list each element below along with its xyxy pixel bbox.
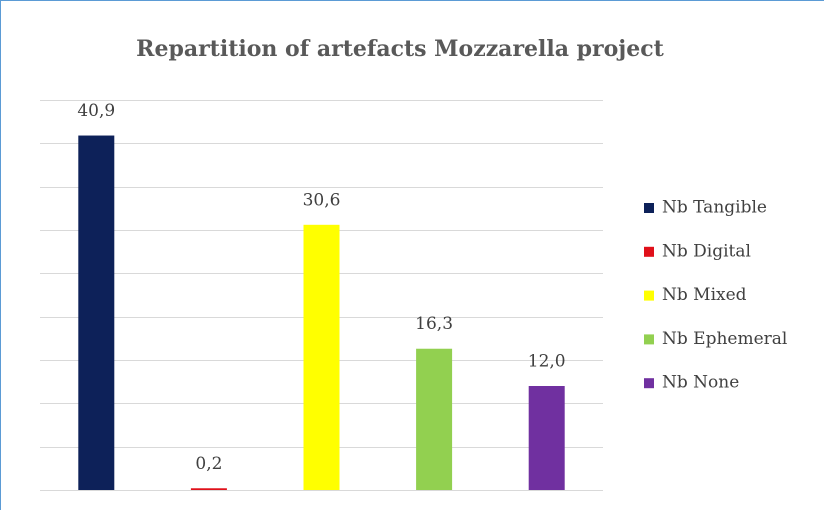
bar — [303, 224, 340, 491]
data-label: 16,3 — [415, 314, 453, 334]
legend-label: Nb Digital — [662, 241, 751, 261]
bar — [528, 386, 565, 490]
legend-swatch — [644, 334, 654, 345]
data-label: 30,6 — [303, 190, 341, 210]
legend-swatch — [644, 203, 654, 213]
legend-label: Nb None — [662, 373, 739, 393]
legend-swatch — [644, 378, 654, 389]
data-label: 0,2 — [195, 454, 222, 474]
chart-title: Repartition of artefacts Mozzarella proj… — [136, 36, 664, 62]
legend-label: Nb Tangible — [662, 198, 767, 218]
legend-label: Nb Ephemeral — [662, 329, 787, 349]
legend-label: Nb Mixed — [662, 285, 747, 305]
legend-swatch — [644, 290, 654, 301]
bar — [78, 135, 115, 491]
data-label: 12,0 — [528, 352, 566, 372]
data-label: 40,9 — [77, 101, 115, 121]
legend-swatch — [644, 246, 654, 257]
bar — [416, 348, 453, 490]
bar — [190, 488, 227, 490]
